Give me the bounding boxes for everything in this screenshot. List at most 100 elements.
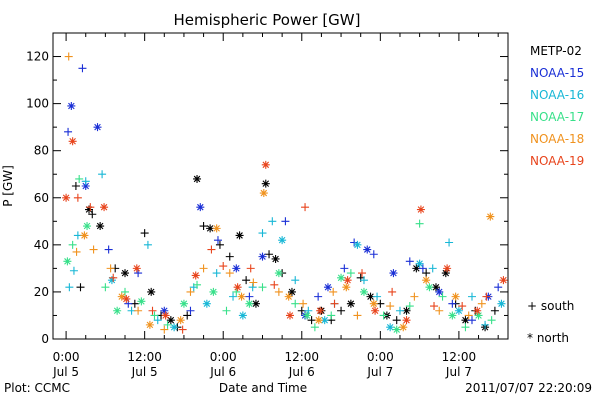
plot-area-frame: [52, 32, 509, 340]
data-point: [212, 224, 221, 233]
data-point: [246, 264, 255, 273]
data-point: [473, 306, 482, 315]
data-point: [416, 205, 425, 214]
data-point: [153, 316, 162, 325]
x-tick-time-label: 12:00: [284, 350, 319, 364]
data-point: [93, 123, 102, 132]
data-point: [80, 231, 89, 240]
data-point: [467, 292, 476, 301]
data-point: [140, 229, 149, 238]
data-point: [134, 306, 143, 315]
data-point: [132, 264, 141, 273]
data-point: [405, 257, 414, 266]
data-point: [265, 250, 274, 259]
data-point: [342, 283, 351, 292]
data-point: [425, 283, 434, 292]
data-point: [248, 283, 257, 292]
data-point: [89, 245, 98, 254]
data-point: [242, 276, 251, 285]
x-axis-label: Date and Time: [219, 381, 307, 395]
x-tick-date-label: Jul 5: [131, 365, 158, 379]
data-point: [261, 179, 270, 188]
data-point: [454, 306, 463, 315]
data-point: [160, 306, 169, 315]
data-point: [170, 323, 179, 332]
data-point: [388, 287, 397, 296]
data-point: [448, 299, 457, 308]
x-tick-time-label: 12:00: [442, 350, 477, 364]
data-point: [329, 287, 338, 296]
data-point: [441, 269, 450, 278]
data-point: [207, 245, 216, 254]
data-point: [186, 287, 195, 296]
data-point: [85, 205, 94, 214]
data-point: [106, 264, 115, 273]
data-point: [428, 264, 437, 273]
data-point: [405, 302, 414, 311]
data-point: [281, 217, 290, 226]
data-point: [389, 269, 398, 278]
y-tick-label: 60: [34, 191, 49, 205]
data-point: [271, 254, 280, 263]
legend-entry: METP-02: [530, 44, 582, 58]
data-point: [81, 182, 90, 190]
data-point: [199, 264, 208, 273]
data-point: [301, 203, 310, 212]
data-point: [371, 306, 380, 315]
data-point: [147, 287, 156, 296]
data-point: [75, 174, 84, 183]
data-point: [113, 306, 122, 315]
data-point: [62, 193, 71, 202]
data-point: [358, 269, 367, 278]
data-point: [337, 306, 346, 315]
data-point: [490, 306, 499, 315]
data-point: [438, 292, 447, 301]
data-point: [222, 306, 231, 315]
data-point: [366, 292, 375, 301]
data-point: [233, 283, 242, 292]
x-tick-date-label: Jul 6: [288, 365, 315, 379]
data-point: [410, 292, 419, 301]
y-tick-label: 40: [34, 238, 49, 252]
data-point: [303, 311, 312, 320]
data-point: [482, 292, 491, 301]
data-point: [163, 320, 172, 329]
data-point: [284, 292, 293, 301]
data-point: [86, 203, 95, 212]
data-point: [415, 259, 424, 268]
data-point: [461, 323, 470, 332]
data-point: [68, 240, 77, 249]
data-point: [117, 292, 126, 301]
x-tick-time-label: 0:00: [210, 350, 237, 364]
plot-credit: Plot: CCMC: [4, 381, 70, 395]
symbol-legend: + south * north: [527, 299, 574, 345]
data-point: [486, 212, 495, 221]
data-point: [270, 280, 279, 289]
data-point: [299, 299, 308, 308]
data-point: [215, 240, 224, 249]
data-point: [464, 311, 473, 320]
data-point: [98, 170, 107, 179]
data-point: [418, 264, 427, 273]
data-point: [337, 273, 346, 282]
data-point: [81, 177, 90, 186]
data-point: [150, 311, 159, 320]
data-point: [245, 299, 254, 308]
data-point: [104, 245, 113, 254]
data-point: [369, 299, 378, 308]
data-point: [63, 257, 72, 266]
data-point: [249, 278, 258, 287]
legend-entry: NOAA-15: [530, 66, 584, 80]
data-point: [109, 273, 118, 282]
data-point: [316, 306, 325, 315]
data-point: [474, 311, 483, 320]
data-point: [258, 229, 267, 238]
data-point: [268, 217, 277, 226]
data-point: [343, 276, 352, 285]
x-tick-time-label: 0:00: [367, 350, 394, 364]
data-point: [448, 311, 457, 320]
data-point: [481, 320, 490, 329]
data-point: [206, 224, 215, 233]
